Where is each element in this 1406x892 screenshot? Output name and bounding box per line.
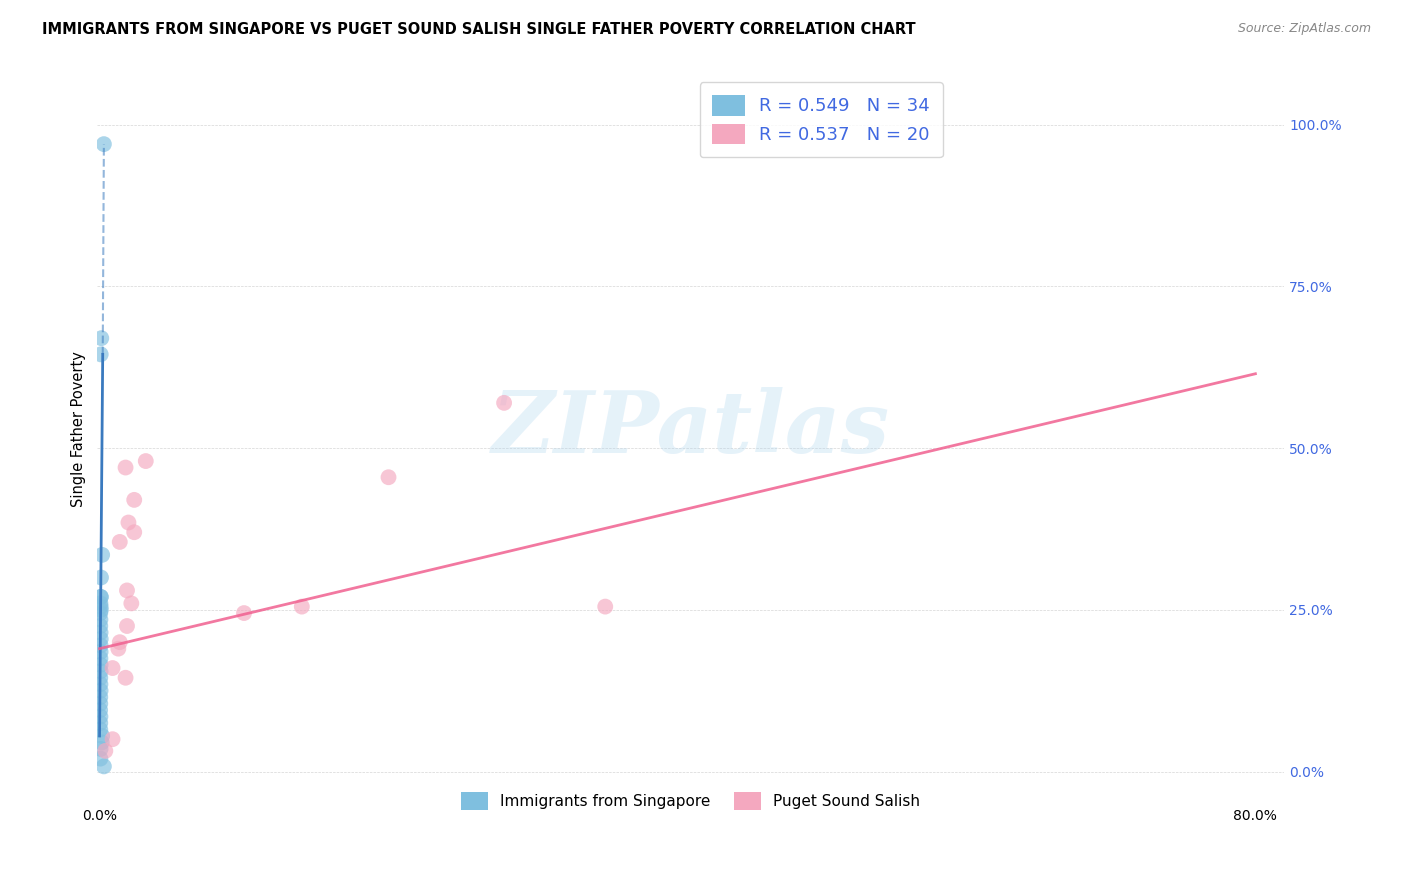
Legend: Immigrants from Singapore, Puget Sound Salish: Immigrants from Singapore, Puget Sound S… (454, 786, 927, 816)
Text: ZIPatlas: ZIPatlas (492, 387, 890, 470)
Point (593, 599, 616, 614)
Text: 80.0%: 80.0% (1233, 809, 1277, 823)
Point (135, 454, 157, 468)
Point (93, 137, 115, 152)
Point (108, 635, 131, 649)
Point (90, 347, 112, 361)
Point (89, 716, 111, 731)
Point (89, 723, 111, 737)
Point (90, 735, 112, 749)
Point (89, 677, 111, 691)
Text: Source: ZipAtlas.com: Source: ZipAtlas.com (1237, 22, 1371, 36)
Point (90, 603, 112, 617)
Point (90, 625, 112, 640)
Point (90, 657, 112, 672)
Y-axis label: Single Father Poverty: Single Father Poverty (72, 351, 86, 507)
Point (89, 619, 111, 633)
Point (89, 613, 111, 627)
Point (90, 331, 112, 345)
Point (291, 599, 314, 614)
Point (90, 665, 112, 679)
Point (89, 596, 111, 610)
Point (90, 742, 112, 756)
Point (93, 759, 115, 773)
Point (115, 583, 138, 598)
Point (91, 729, 114, 743)
Point (90, 590, 112, 604)
Point (90, 632, 112, 646)
Point (89, 703, 111, 717)
Point (89, 606, 111, 620)
Point (90, 683, 112, 698)
Point (101, 661, 124, 675)
Point (122, 525, 145, 540)
Text: 0.0%: 0.0% (82, 809, 117, 823)
Point (89, 651, 111, 665)
Point (91, 548, 114, 562)
Point (122, 492, 145, 507)
Point (90, 645, 112, 659)
Point (114, 460, 136, 475)
Text: IMMIGRANTS FROM SINGAPORE VS PUGET SOUND SALISH SINGLE FATHER POVERTY CORRELATIO: IMMIGRANTS FROM SINGAPORE VS PUGET SOUND… (42, 22, 915, 37)
Point (117, 516, 139, 530)
Point (377, 470, 399, 484)
Point (120, 596, 142, 610)
Point (90, 639, 112, 653)
Point (101, 732, 124, 747)
Point (89, 709, 111, 723)
Point (90, 570, 112, 584)
Point (233, 606, 256, 620)
Point (107, 641, 129, 656)
Point (108, 535, 131, 549)
Point (89, 690, 111, 705)
Point (114, 671, 136, 685)
Point (115, 619, 138, 633)
Point (89, 671, 111, 685)
Point (94, 744, 117, 758)
Point (90, 590, 112, 604)
Point (494, 396, 516, 410)
Point (89, 697, 111, 711)
Point (89, 751, 111, 765)
Point (90, 599, 112, 614)
